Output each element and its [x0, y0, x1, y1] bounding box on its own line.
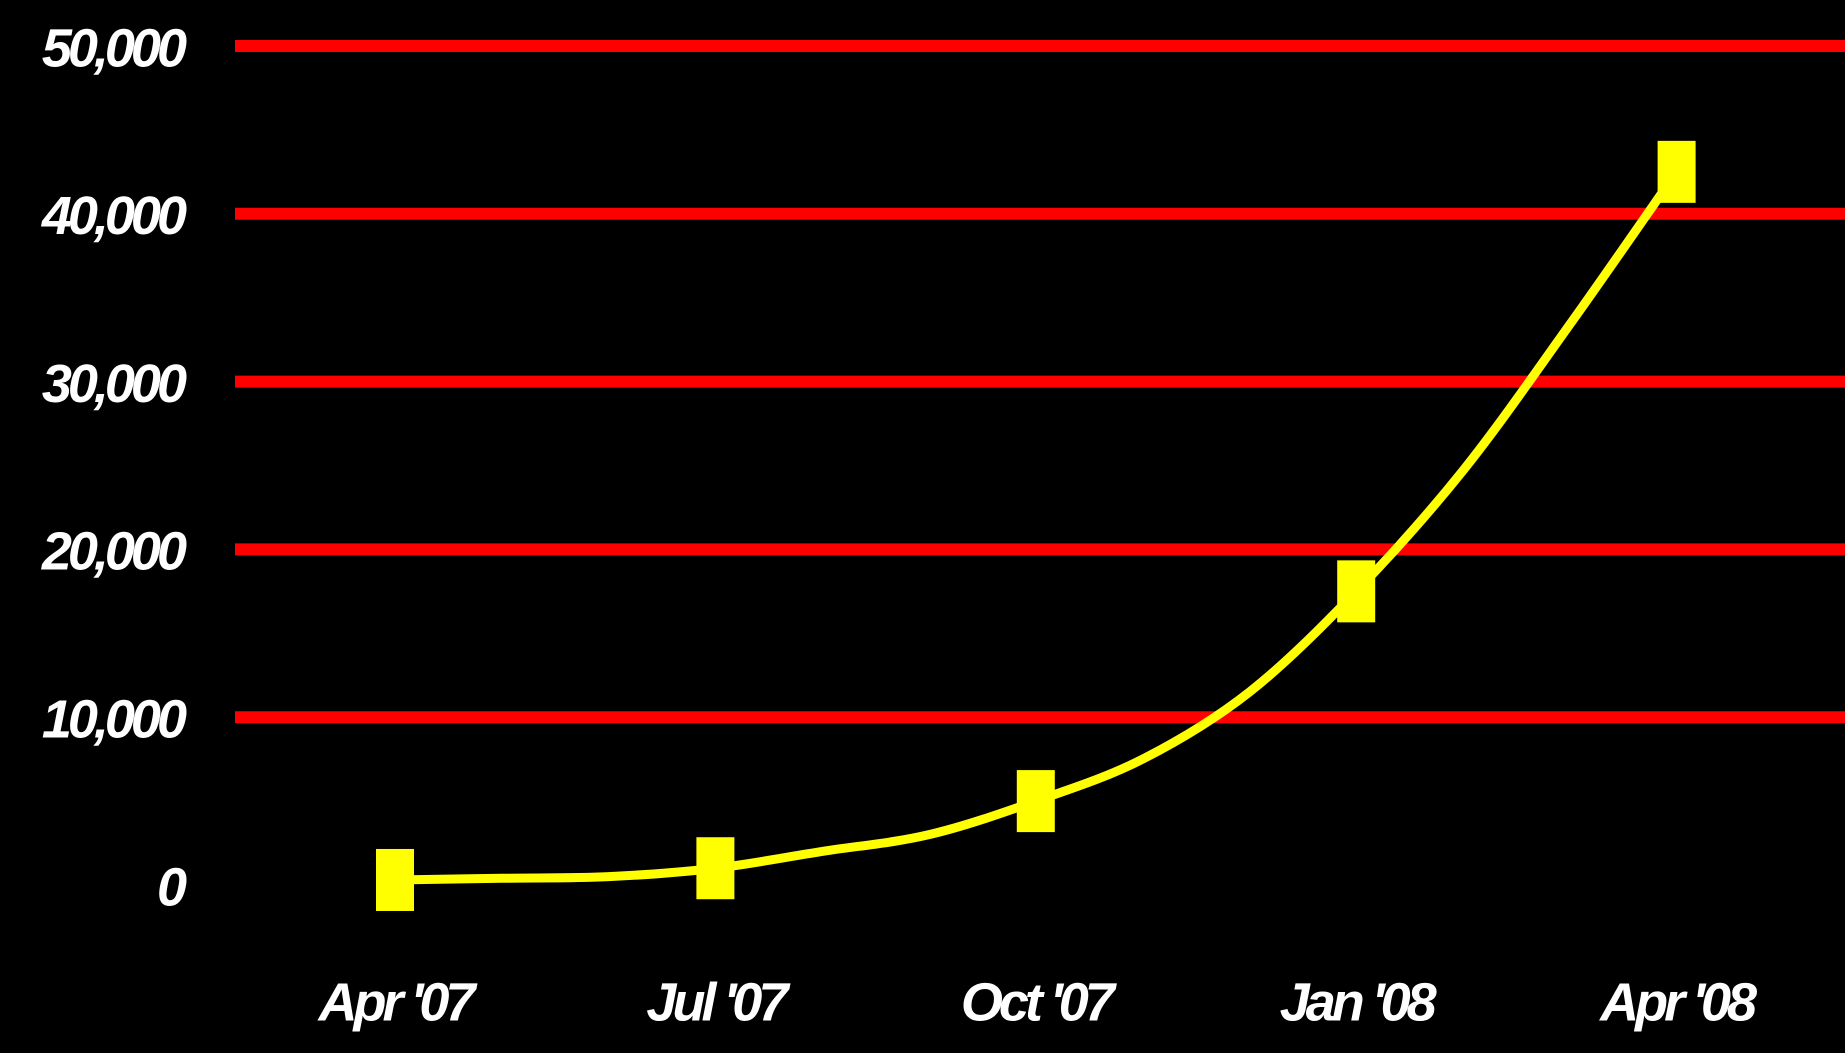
y-tick-label: 10,000	[42, 689, 187, 749]
marker	[1337, 560, 1376, 623]
marker	[1657, 140, 1696, 203]
x-tick-label: Apr '07	[317, 972, 479, 1032]
line	[394, 169, 1681, 885]
y-tick-label: 0	[157, 857, 187, 917]
x-tick-label: Oct '07	[961, 972, 1118, 1032]
marker	[376, 848, 414, 911]
y-tick-label: 50,000	[42, 18, 187, 78]
y-tick-label: 40,000	[41, 186, 187, 246]
x-tick-label: Jul '07	[646, 972, 791, 1032]
y-tick-label: 30,000	[42, 354, 187, 414]
marker	[696, 837, 735, 900]
x-tick-label: Apr '08	[1598, 972, 1757, 1032]
marker	[1016, 770, 1055, 833]
y-tick-label: 20,000	[41, 522, 187, 582]
x-tick-label: Jan '08	[1280, 972, 1437, 1032]
